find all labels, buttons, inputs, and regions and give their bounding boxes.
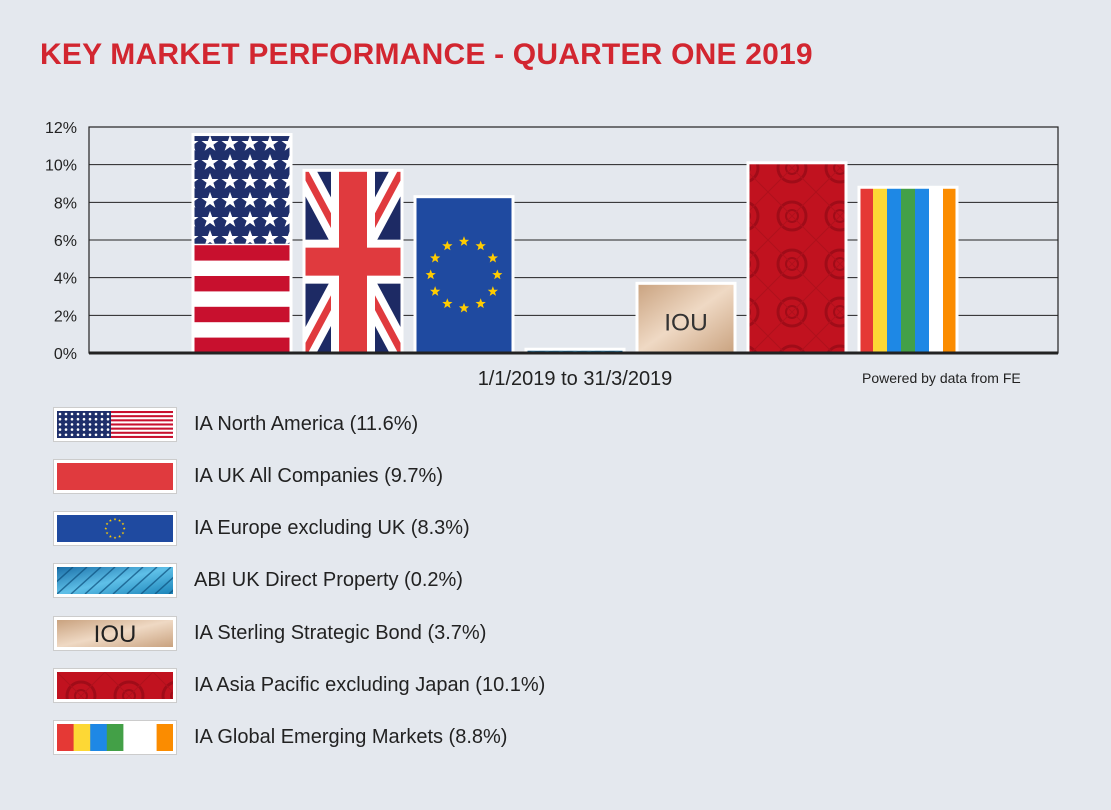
bar — [857, 185, 959, 355]
legend-item: IA UK All Companies (9.7%) — [54, 456, 443, 496]
legend-label: IA Europe excluding UK (8.3%) — [194, 517, 470, 540]
y-tick-label: 4% — [54, 271, 77, 288]
bar — [413, 195, 515, 355]
legend-item: IA North America (11.6%) — [54, 404, 418, 444]
legend-label: IA Global Emerging Markets (8.8%) — [194, 726, 508, 749]
legend-item: IA Europe excluding UK (8.3%) — [54, 509, 470, 549]
legend-label: IA North America (11.6%) — [194, 412, 419, 435]
legend-item: IA Global Emerging Markets (8.8%) — [54, 718, 507, 758]
chart-title: KEY MARKET PERFORMANCE - QUARTER ONE 201… — [40, 38, 813, 71]
legend-swatch-uk-flag — [54, 459, 176, 493]
legend-item: IA Asia Pacific excluding Japan (10.1%) — [54, 666, 545, 706]
y-axis-ticks: 0% 2% 4% 6% 8% 10% 12% — [45, 120, 77, 363]
y-tick-label: 10% — [45, 158, 77, 175]
iou-text: IOU — [94, 621, 137, 647]
y-tick-label: 6% — [54, 233, 77, 250]
legend-swatch-us-flag — [54, 407, 176, 441]
bar — [302, 168, 404, 355]
bar — [746, 161, 848, 355]
bar-chart: 0% 2% 4% 6% 8% 10% 12% IOU — [45, 120, 1059, 363]
legend-label: ABI UK Direct Property (0.2%) — [194, 569, 463, 592]
bar — [191, 133, 293, 355]
bars: IOU — [191, 133, 959, 355]
legend-swatch-property-glass — [54, 564, 176, 598]
legend-item: IOU IA Sterling Strategic Bond (3.7%) — [54, 613, 486, 653]
y-tick-label: 8% — [54, 195, 77, 212]
legend-label: IA Asia Pacific excluding Japan (10.1%) — [194, 674, 546, 696]
legend-swatch-rainbow-stripes — [54, 721, 176, 755]
y-tick-label: 2% — [54, 308, 77, 325]
legend-swatch-asia-pattern — [54, 669, 176, 702]
bar: IOU — [635, 281, 737, 355]
y-tick-label: 0% — [54, 346, 77, 363]
legend-swatch-iou-note: IOU — [54, 616, 176, 650]
legend-label: IA UK All Companies (9.7%) — [194, 464, 443, 487]
legend-item: ABI UK Direct Property (0.2%) — [54, 561, 463, 601]
data-source-note: Powered by data from FE — [862, 370, 1021, 386]
legend-swatch-eu-flag — [54, 512, 176, 546]
y-tick-label: 12% — [45, 120, 77, 137]
iou-text: IOU — [664, 310, 708, 337]
legend-label: IA Sterling Strategic Bond (3.7%) — [194, 621, 487, 644]
x-axis-label: 1/1/2019 to 31/3/2019 — [477, 368, 673, 390]
